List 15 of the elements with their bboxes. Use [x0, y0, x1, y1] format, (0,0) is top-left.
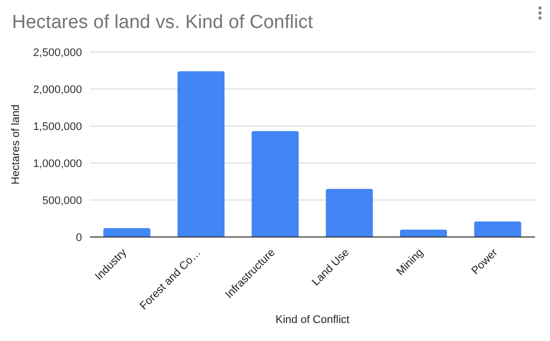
bar: [400, 230, 448, 237]
bar: [326, 188, 373, 237]
y-tick-label: 1,000,000: [33, 158, 82, 170]
y-tick-label: 2,500,000: [33, 46, 82, 59]
x-axis-title: Kind of Conflict: [276, 314, 350, 326]
bar: [178, 71, 225, 237]
y-axis-title: Hectares of land: [10, 104, 22, 185]
bar: [103, 228, 150, 237]
bar: [252, 131, 299, 237]
y-tick-label: 500,000: [42, 194, 82, 207]
y-tick-label: 2,000,000: [33, 84, 82, 96]
y-tick-label: 0: [76, 232, 82, 244]
bar: [474, 221, 522, 237]
y-tick-label: 1,500,000: [33, 120, 82, 133]
chart-title: Hectares of land vs. Kind of Conflict: [12, 12, 313, 34]
